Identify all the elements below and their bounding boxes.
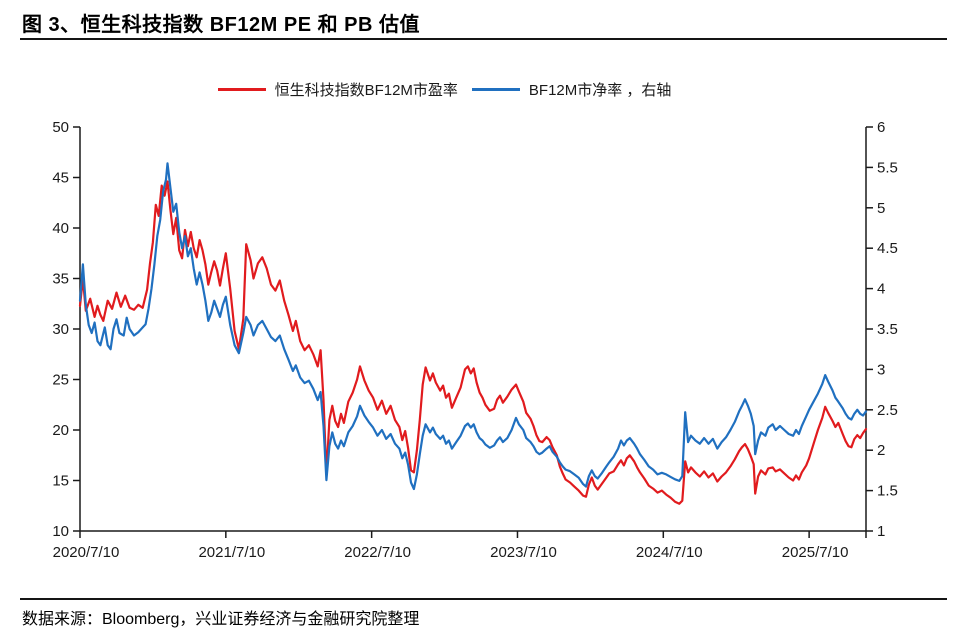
x-axis-tick-label: 2022/7/10	[344, 544, 411, 561]
footer-divider	[20, 598, 947, 600]
right-axis-tick-label: 5.5	[877, 159, 898, 176]
left-axis-tick-label: 10	[52, 523, 69, 540]
right-axis-tick-label: 2.5	[877, 402, 898, 419]
right-axis-tick-label: 3	[877, 361, 885, 378]
title-divider	[20, 38, 947, 40]
right-axis-tick-label: 1.5	[877, 483, 898, 500]
left-axis-tick-label: 25	[52, 372, 69, 389]
right-axis-tick-label: 4	[877, 281, 885, 298]
x-axis-tick-label: 2023/7/10	[490, 544, 557, 561]
data-source-note: 数据来源：Bloomberg，兴业证券经济与金融研究院整理	[22, 611, 420, 628]
legend-label-pb: BF12M市净率 ，右轴	[528, 82, 672, 99]
legend-item-pe: 恒生科技指数BF12M市盈率	[217, 79, 458, 100]
x-axis-tick-label: 2020/7/10	[53, 544, 120, 561]
x-axis-tick-label: 2024/7/10	[636, 544, 703, 561]
left-axis-tick-label: 50	[52, 119, 69, 136]
right-axis-tick-label: 2	[877, 442, 885, 459]
left-axis-tick-label: 45	[52, 170, 69, 187]
right-axis-tick-label: 4.5	[877, 240, 898, 257]
x-axis-tick-label: 2025/7/10	[782, 544, 849, 561]
page-title: 图 3、恒生科技指数 BF12M PE 和 PB 估值	[22, 14, 420, 36]
legend-item-pb: BF12M市净率 ，右轴	[471, 79, 672, 100]
chart-legend: 恒生科技指数BF12M市盈率 BF12M市净率 ，右轴	[0, 79, 926, 100]
pb-line	[78, 162, 868, 491]
pe-line-swatch	[217, 88, 266, 91]
left-axis-tick-label: 40	[52, 220, 69, 237]
legend-label-pe: 恒生科技指数BF12M市盈率	[274, 82, 458, 99]
left-axis-tick-label: 30	[52, 321, 69, 338]
right-axis-tick-label: 1	[877, 523, 885, 540]
pe-line	[78, 180, 868, 505]
left-axis-tick-label: 15	[52, 473, 69, 490]
right-axis-tick-label: 3.5	[877, 321, 898, 338]
left-axis-tick-label: 35	[52, 271, 69, 288]
right-axis-tick-label: 5	[877, 200, 885, 217]
pb-line-swatch	[471, 88, 520, 91]
right-axis-tick-label: 6	[877, 119, 885, 136]
left-axis-tick-label: 20	[52, 422, 69, 439]
x-axis-tick-label: 2021/7/10	[198, 544, 265, 561]
